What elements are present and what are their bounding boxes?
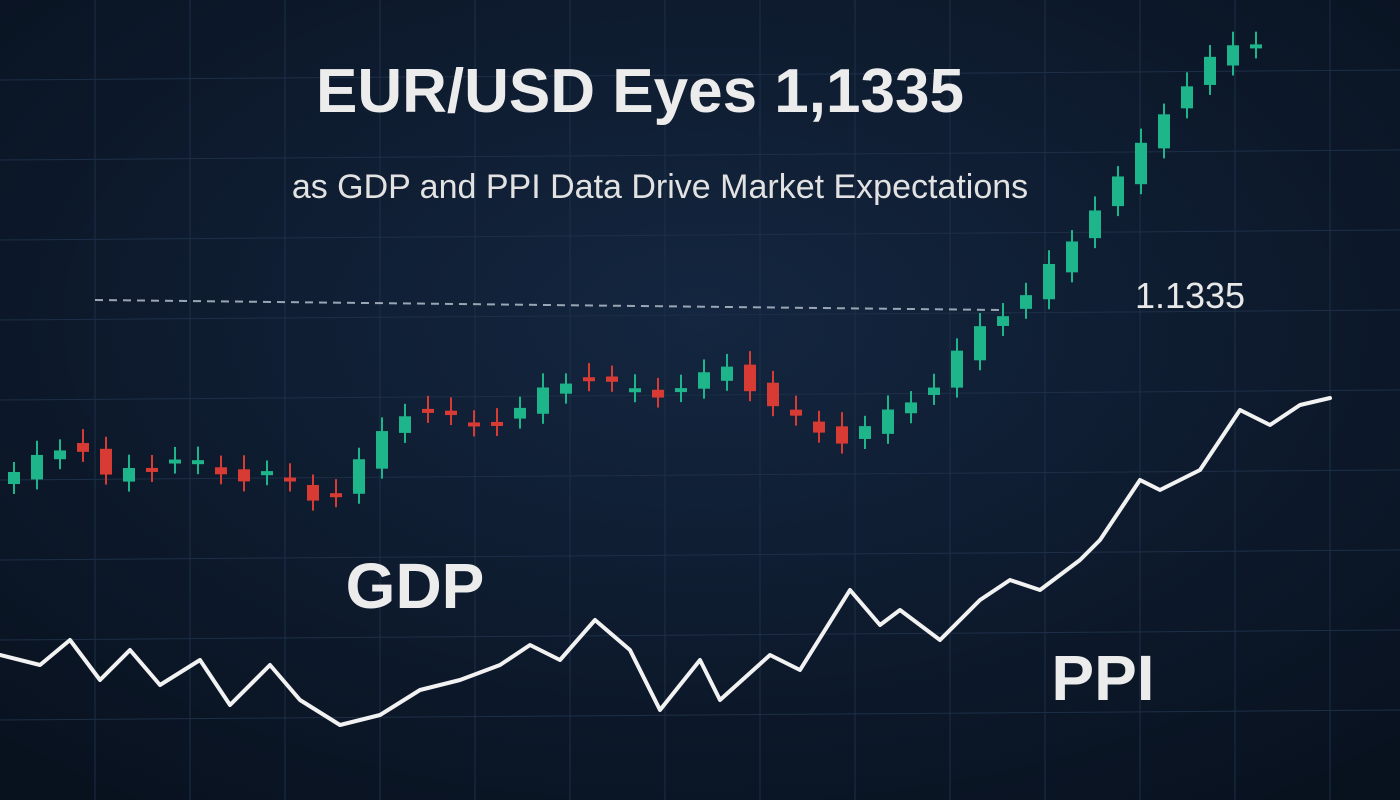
title: EUR/USD Eyes 1,1335 [316, 57, 964, 126]
candle-body [652, 389, 664, 398]
grid-line [0, 309, 1400, 321]
candle-body [284, 477, 296, 482]
grid-line [0, 389, 1400, 401]
candle-body [629, 388, 641, 393]
candle-body [307, 484, 319, 501]
candle-body [54, 450, 66, 460]
candle-body [1112, 176, 1124, 207]
candle-body [537, 387, 549, 414]
candle-body [123, 468, 135, 482]
candle-body [721, 366, 733, 381]
candle-body [675, 388, 687, 393]
candle-body [583, 377, 595, 382]
ppi-label: PPI [1051, 642, 1154, 714]
candle-body [882, 409, 894, 434]
candle-body [698, 372, 710, 389]
candle-body [997, 316, 1009, 326]
candle-body [1158, 114, 1170, 149]
candle-body [974, 326, 986, 361]
level-line [94, 299, 1001, 311]
candle-body [215, 467, 227, 475]
candle-body [606, 376, 618, 382]
candle-body [146, 467, 158, 472]
candle-body [8, 472, 20, 484]
candle-body [1227, 45, 1239, 66]
candle-body [928, 387, 940, 395]
grid-line [0, 549, 1400, 561]
gdp-label: GDP [346, 550, 485, 622]
grid-line [0, 469, 1400, 481]
candle-body [1250, 44, 1262, 49]
candle-body [1204, 56, 1216, 85]
candle-body [31, 454, 43, 480]
grid-line [0, 629, 1400, 641]
grid-line [0, 709, 1400, 721]
candle-body [353, 459, 365, 494]
candle-body [77, 443, 89, 452]
candle-body [744, 364, 756, 392]
candle-body [905, 402, 917, 414]
ppi-line [0, 396, 1332, 727]
level-label: 1.1335 [1135, 275, 1245, 316]
grid-line [0, 69, 1400, 81]
grid-line [0, 149, 1400, 161]
candle-body [514, 407, 526, 419]
candle-body [813, 421, 825, 433]
candle-body [836, 426, 848, 444]
candle-body [1135, 142, 1147, 185]
candle-body [169, 459, 181, 464]
candle-body [859, 426, 871, 439]
subtitle: as GDP and PPI Data Drive Market Expecta… [292, 168, 1028, 206]
candle-body [261, 471, 273, 476]
candle-body [376, 431, 388, 469]
candle-body [445, 410, 457, 416]
candle-body [1066, 241, 1078, 273]
candle-body [468, 422, 480, 427]
grid-line [0, 229, 1400, 241]
candles [8, 31, 1262, 511]
candle-body [238, 469, 250, 482]
candle-body [100, 448, 112, 475]
candle-body [790, 409, 802, 416]
candle-body [1181, 86, 1193, 109]
candle-body [330, 493, 342, 498]
candle-body [951, 350, 963, 388]
candle-body [560, 383, 572, 394]
candle-body [1020, 295, 1032, 309]
candle-body [767, 382, 779, 407]
candle-body [491, 421, 503, 426]
candle-body [192, 460, 204, 465]
candle-body [422, 408, 434, 413]
candle-body [399, 416, 411, 433]
candle-body [1089, 210, 1101, 239]
candle-body [1043, 264, 1055, 300]
